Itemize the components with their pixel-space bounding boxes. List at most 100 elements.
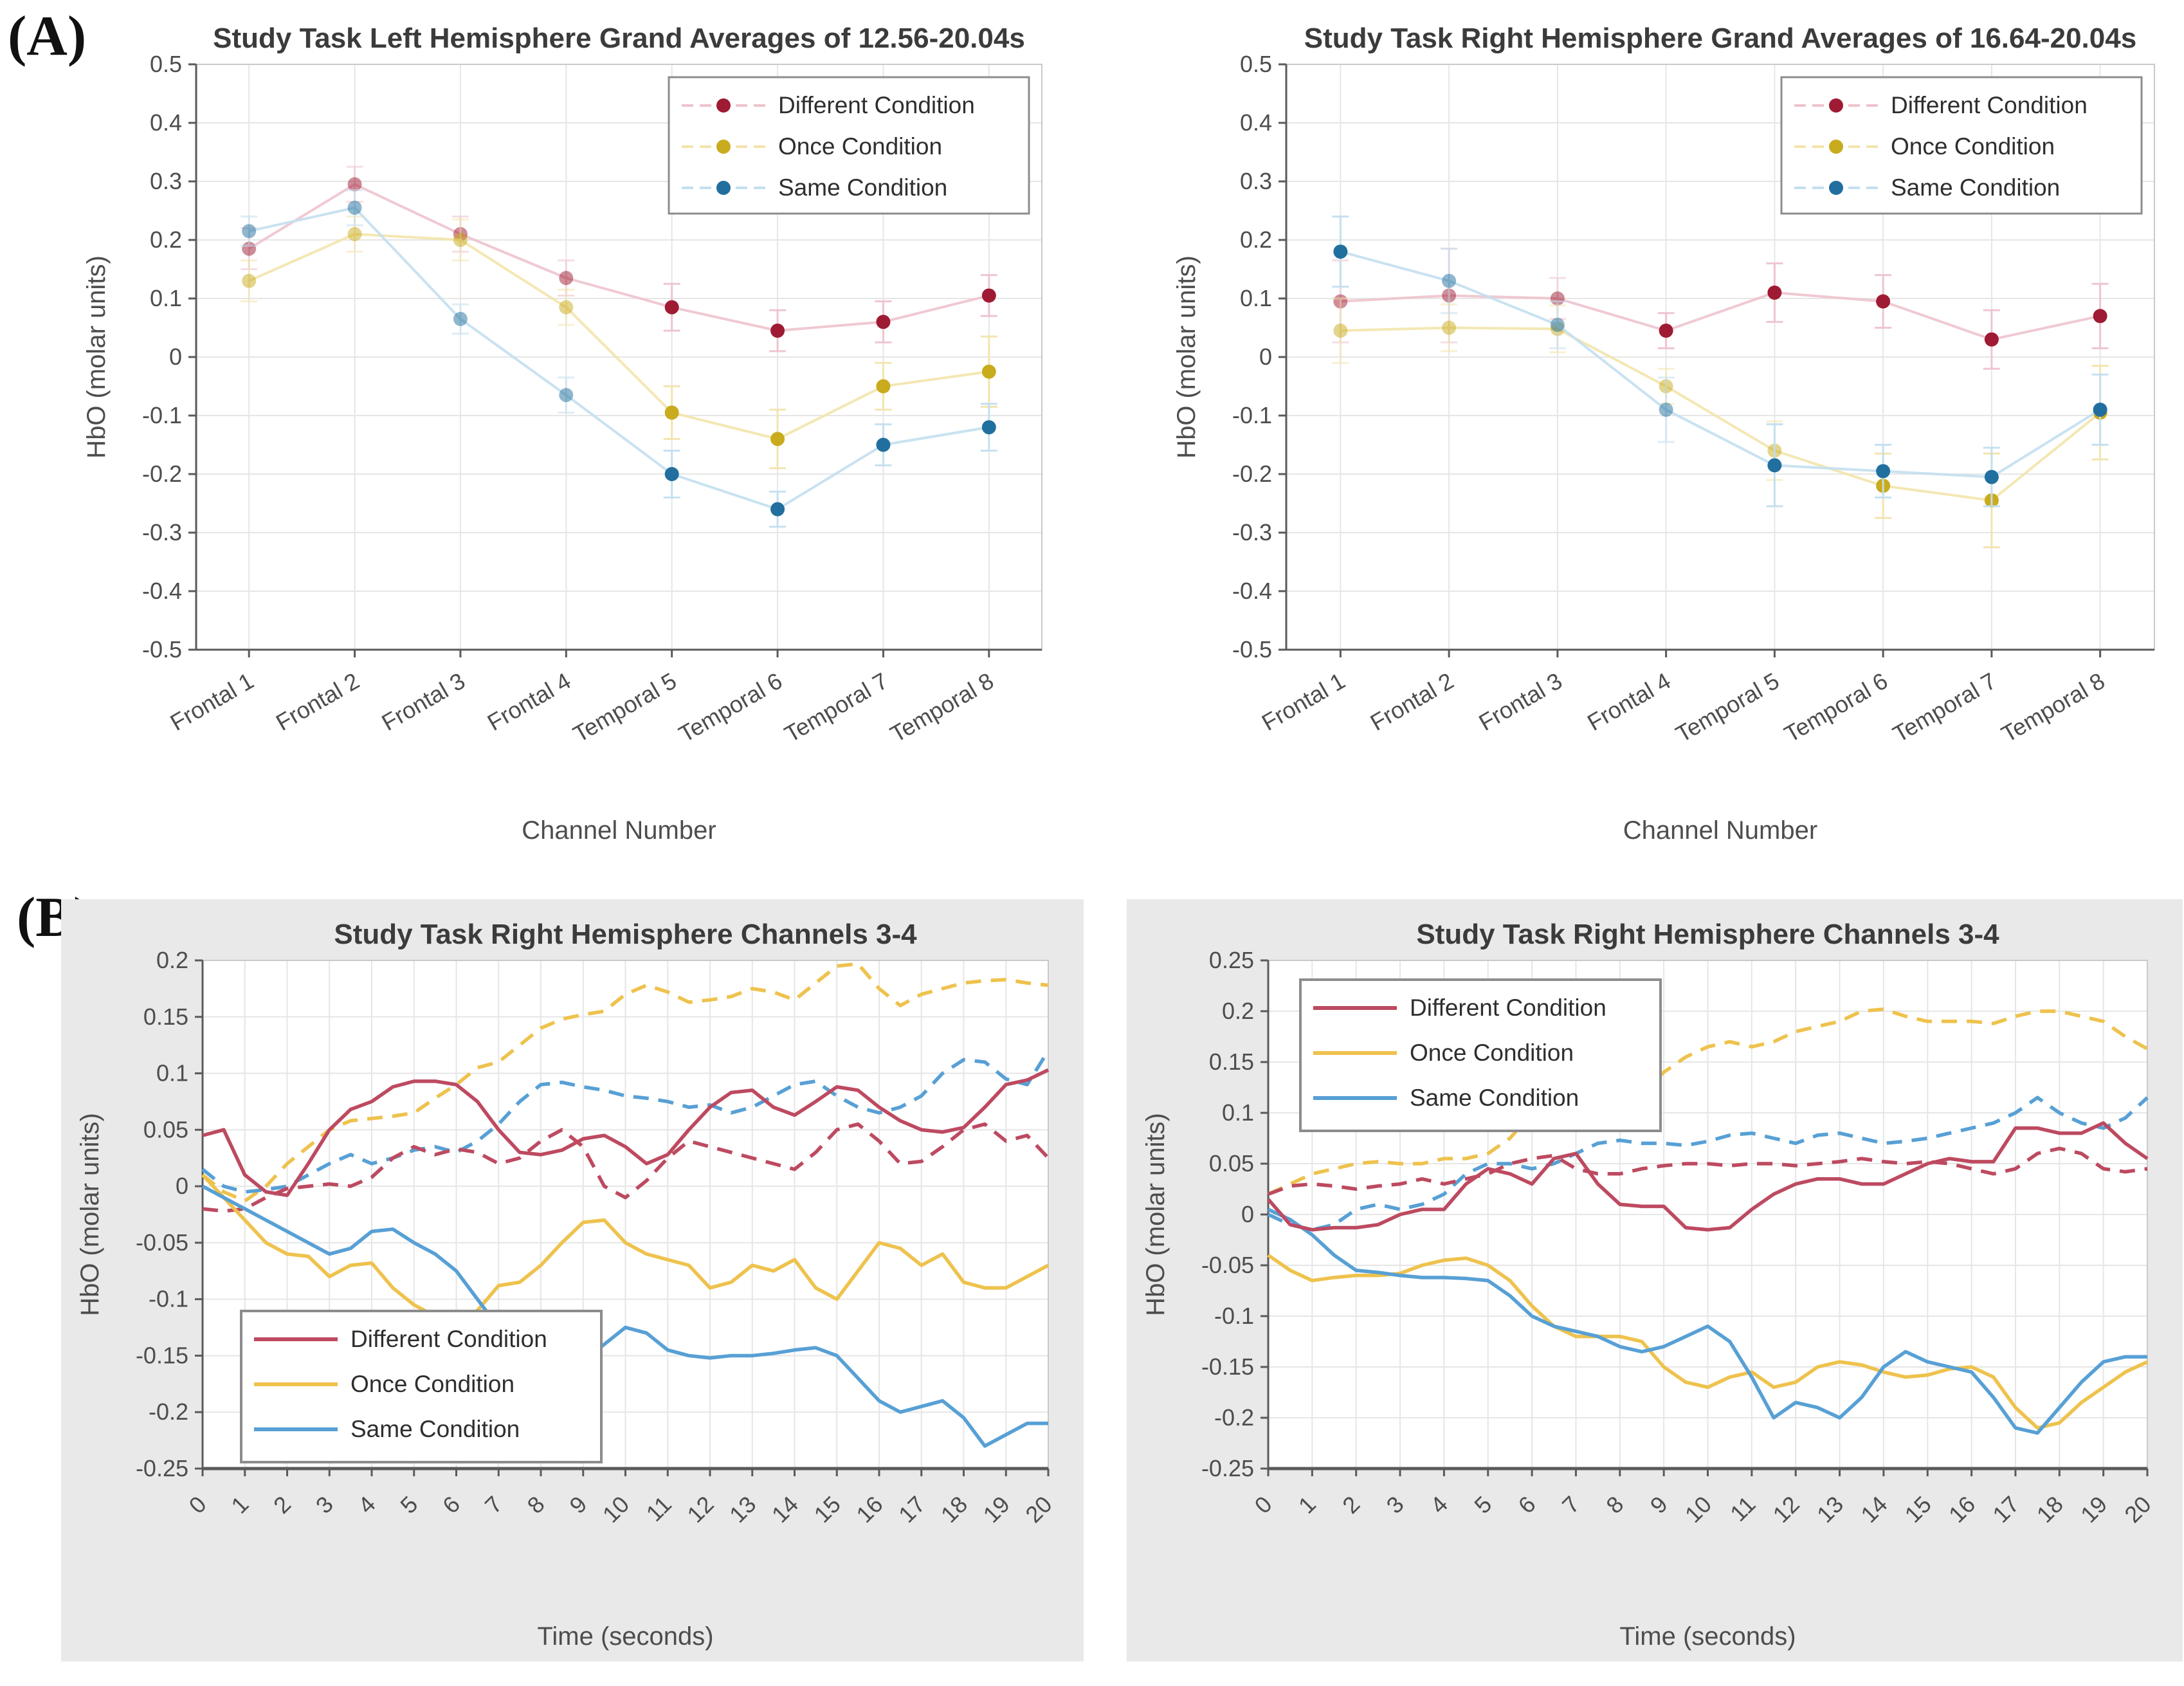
x-tick-label: 9 [1645,1491,1673,1519]
series-line-same [1340,250,2101,479]
legend: Different Condition Once Condition Same Co… [240,1310,603,1463]
y-tick-label: 0.1 [1240,285,1272,311]
data-point-same [559,388,574,403]
series-line-once-solid [1267,1253,2149,1430]
data-point-same [1876,464,1891,479]
legend-entry-label: Once Condition [1410,1040,1574,1066]
data-point-same [347,200,362,215]
x-tick-label: 13 [724,1491,761,1528]
x-tick-label: Frontal 2 [271,667,364,736]
y-tick-label: -0.15 [136,1342,188,1368]
data-point-same [1550,317,1565,332]
x-tick-label: Frontal 3 [1474,667,1567,736]
x-axis-label: Time (seconds) [537,1622,713,1651]
x-tick-label: 4 [1425,1491,1453,1519]
y-tick-label: -0.2 [149,1398,188,1425]
data-point-different [1984,332,1999,347]
y-tick-label: 0.3 [1240,168,1272,194]
legend-box [240,1310,603,1463]
data-point-once [1333,324,1348,338]
y-tick-label: -0.1 [1214,1303,1254,1329]
x-tick-label: 10 [597,1491,634,1528]
data-point-different [981,288,996,303]
chart-b-right-timecourse: 0.25 0.2 0.15 0.1 0.05 0 -0.05 -0.1 -0.15 -0.2 -0.… [1127,899,2183,1662]
y-tick-label: 0.4 [1240,109,1272,136]
y-tick-label: 0.3 [150,168,182,194]
x-tick-label: Temporal 8 [1997,667,2109,747]
x-tick-label: Frontal 1 [1257,667,1350,736]
x-tick-label: 9 [564,1491,592,1519]
legend-entry-label: Different Condition [1410,994,1606,1021]
y-tick-label: -0.25 [1201,1455,1254,1481]
legend-entry-label: Once Condition [778,133,942,160]
x-tick-label: 14 [767,1491,803,1528]
data-point-different [2093,309,2107,324]
data-point-same [876,437,891,452]
data-point-same [770,502,785,517]
x-tick-label: 19 [978,1491,1015,1528]
x-tick-label: 12 [682,1491,718,1528]
data-point-same [664,467,679,481]
x-tick-label: 18 [2032,1491,2068,1528]
x-tick-label: Temporal 5 [1671,667,1784,747]
x-axis-label: Channel Number [522,816,716,845]
x-tick-label: 4 [353,1491,381,1519]
series-line-same-solid [1267,1207,2147,1435]
x-tick-label: 20 [1020,1491,1057,1528]
legend-entry-label: Different Condition [778,92,975,118]
y-tick-label: 0.2 [1222,998,1254,1024]
x-tick-label: Temporal 7 [1888,667,2001,747]
legend-swatch-marker [1829,140,1843,154]
x-tick-label: 8 [522,1491,550,1519]
y-tick-label: 0.05 [1209,1150,1254,1177]
x-tick-label: 13 [1812,1491,1848,1528]
y-tick-label: -0.2 [1232,461,1272,487]
x-tick-label: Temporal 8 [886,667,998,747]
y-tick-label: -0.4 [1232,578,1272,604]
chart-title: Study Task Right Hemisphere Channels 3-4 [1416,919,1999,950]
x-tick-label: 15 [1900,1491,1936,1528]
y-tick-label: -0.05 [1201,1252,1254,1278]
y-tick-label: 0.2 [150,226,182,253]
x-tick-label: 1 [226,1491,253,1519]
series-line-once-dashed [201,962,1049,1203]
chart-b-left-timecourse: 0.2 0.15 0.1 0.05 0 -0.05 -0.1 -0.15 -0.2 -0.25 0 1… [61,899,1084,1662]
data-point-once [559,300,574,315]
y-tick-label: 0.4 [150,109,182,136]
legend-entry-label: Different Condition [1891,92,2088,118]
legend: Different Condition Once Condition Same Co… [668,76,1030,215]
data-point-different [347,177,362,192]
chart-a-right-grand-averages: 0.5 0.4 0.3 0.2 0.1 0 -0.1 -0.2 -0.3 -0.4 -0.5 Fron… [1158,13,2174,856]
series-line-same-solid [201,1184,1048,1448]
x-tick-label: 3 [311,1491,338,1519]
y-tick-label: -0.3 [142,519,182,545]
x-tick-label: 6 [1513,1491,1541,1519]
chart-title: Study Task Left Hemisphere Grand Average… [213,23,1025,54]
y-axis-label: HbO (molar units) [1142,1113,1170,1316]
series-line-same-dashed [1267,1095,2149,1232]
data-point-once [453,233,468,247]
x-tick-label: Frontal 3 [377,667,469,736]
x-tick-label: 7 [480,1491,507,1519]
legend-swatch-marker [1829,98,1843,113]
chart-b-left-svg: 0.20.150.10.050-0.05-0.1-0.15-0.2-0.250 1… [76,919,1057,1651]
legend-entry-label: Same Condition [1410,1085,1579,1111]
x-tick-label: Temporal 6 [1779,667,1892,747]
x-tick-label: 6 [437,1491,465,1519]
legend-entry-label: Same Condition [350,1416,520,1442]
y-tick-label: 0.25 [1209,947,1254,973]
data-point-different [1767,285,1782,300]
y-axis-label: HbO (molar units) [82,255,111,459]
x-tick-label: 15 [809,1491,846,1528]
x-tick-label: 19 [2075,1491,2112,1528]
y-tick-label: -0.4 [142,578,182,604]
y-tick-label: 0.5 [1240,51,1272,77]
chart-a-right-svg: 0.5 0.4 0.3 0.2 0.1 0 -0.1 -0.2 -0.3 -0.4 -0.5 Fron… [1172,23,2155,845]
y-axis-label: HbO (molar units) [1172,255,1201,459]
x-tick-label: 14 [1855,1491,1892,1528]
legend-entry-label: Different Condition [350,1326,547,1352]
y-tick-label: 0.15 [143,1003,188,1030]
series-line-different [1340,291,2101,341]
series-line-different [248,183,990,333]
